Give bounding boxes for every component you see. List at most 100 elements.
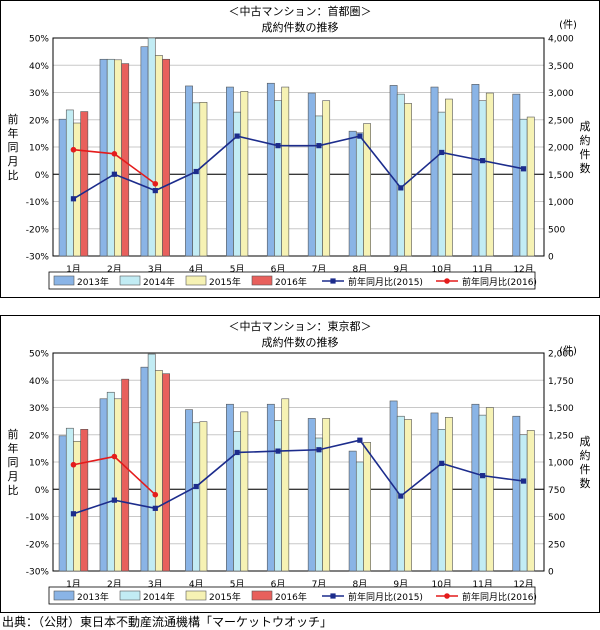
legend-label: 2014年 [143, 591, 175, 603]
legend-label: 2016年 [275, 276, 307, 288]
left-tick-label: 10% [29, 459, 49, 469]
legend-label: 前年同月比(2016) [462, 591, 537, 603]
line-point [357, 437, 363, 443]
bar-2013年-6月 [266, 403, 275, 572]
bar-2015年-7月 [322, 100, 331, 257]
bar-2016年-1月 [80, 429, 89, 572]
legend-label: 前年同月比(2016) [462, 276, 537, 288]
legend-label: 2015年 [209, 276, 241, 288]
bar-2015年-7月 [322, 418, 331, 572]
line-point [152, 188, 158, 194]
bar-2013年-3月 [140, 46, 149, 257]
line-point [316, 447, 322, 453]
bar-2014年-4月 [192, 102, 201, 257]
bar-2015年-10月 [445, 417, 453, 572]
bar-2013年-2月 [99, 58, 108, 257]
legend-line-marker [444, 278, 450, 284]
bar-2014年-1月 [65, 109, 74, 257]
bar-2015年-5月 [240, 411, 249, 572]
bar-2013年-7月 [307, 92, 316, 257]
line-point [152, 491, 159, 498]
bar-2015年-3月 [154, 370, 163, 572]
bar-2013年-6月 [266, 82, 275, 257]
legend-swatch [119, 590, 141, 601]
legend-label: 2013年 [77, 276, 109, 288]
bar-2013年-1月 [58, 435, 67, 572]
right-axis-title: 成約件数 [580, 120, 591, 175]
bar-2015年-4月 [199, 421, 208, 572]
bar-2014年-12月 [519, 118, 528, 257]
right-tick-label: 2,000 [548, 144, 574, 154]
bar-2014年-7月 [315, 115, 323, 257]
left-tick-label: -20% [26, 225, 50, 235]
line-point [275, 448, 281, 454]
bar-2014年-10月 [437, 111, 446, 257]
bar-2014年-10月 [437, 429, 446, 572]
bar-2014年-3月 [147, 353, 156, 572]
x-tick-label: 11月 [472, 264, 492, 275]
x-tick-label: 5月 [230, 579, 245, 590]
left-axis-title: 前年同月比 [8, 427, 19, 497]
line-point [111, 171, 117, 177]
right-tick-label: 750 [548, 486, 565, 496]
bar-2015年-9月 [404, 419, 412, 572]
line-point [439, 460, 445, 466]
left-tick-label: -20% [26, 540, 50, 550]
x-tick-label: 11月 [472, 579, 492, 590]
bar-2013年-10月 [430, 86, 439, 257]
bar-2014年-8月 [355, 132, 364, 257]
right-tick-label: 2,000 [548, 350, 574, 360]
x-tick-label: 7月 [312, 264, 327, 275]
legend-swatch [185, 275, 207, 286]
line-point [152, 180, 159, 187]
legend-box [48, 271, 536, 290]
line-point [193, 168, 199, 175]
bar-2014年-11月 [478, 414, 487, 572]
right-tick-label: 250 [548, 540, 565, 550]
line-point [357, 133, 363, 139]
bar-2015年-6月 [281, 398, 290, 572]
bar-2015年-9月 [404, 103, 412, 257]
bar-2016年-3月 [162, 58, 170, 257]
left-tick-label: 20% [29, 431, 49, 441]
legend-label: 前年同月比(2015) [348, 591, 423, 603]
bar-2015年-6月 [281, 86, 290, 257]
chart-tokyo: ＜中古マンション：東京都＞ 成約件数の推移 (件) 50% 2,000 40% 1,7… [8, 319, 591, 605]
x-tick-label: 8月 [353, 264, 368, 275]
right-axis-unit: (件) [559, 19, 577, 31]
line-point [70, 196, 77, 202]
line-point [70, 461, 77, 468]
right-tick-label: 1,000 [548, 198, 574, 208]
right-axis-unit: (件) [559, 345, 577, 357]
legend-swatch [251, 275, 273, 286]
bar-2013年-8月 [348, 450, 357, 572]
line-point [520, 478, 527, 484]
legend-swatch [53, 275, 75, 286]
line-point [70, 511, 77, 517]
line-point [70, 146, 77, 153]
legend-swatch [185, 590, 207, 601]
bar-2013年-12月 [512, 93, 521, 257]
line-point [111, 453, 118, 460]
line-point [111, 497, 117, 503]
x-tick-label: 8月 [353, 579, 368, 590]
right-tick-label: 1,500 [548, 171, 574, 181]
x-tick-label: 10月 [431, 579, 451, 590]
bar-2014年-12月 [519, 434, 528, 572]
legend-line-marker [330, 593, 336, 599]
bar-2013年-4月 [185, 85, 193, 257]
bar-2015年-8月 [363, 123, 371, 257]
x-tick-label: 9月 [393, 264, 408, 275]
line-point [520, 166, 527, 172]
line-point [398, 185, 404, 191]
left-tick-label: 30% [29, 89, 49, 99]
legend-label: 2015年 [209, 591, 241, 603]
bar-2015年-4月 [199, 102, 208, 257]
x-tick-label: 6月 [271, 579, 286, 590]
legend-swatch [53, 590, 75, 601]
right-tick-label: 0 [548, 253, 554, 263]
bar-2013年-5月 [226, 86, 234, 257]
plot-frame [52, 352, 545, 572]
right-tick-label: 2,500 [548, 116, 574, 126]
source-credit: 出典：（公財）東日本不動産流通機構「マーケットウオッチ」 [2, 615, 333, 629]
